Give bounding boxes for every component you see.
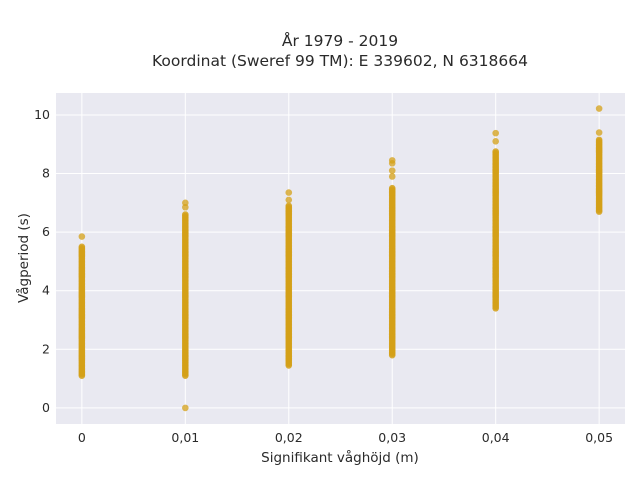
data-point xyxy=(285,202,293,210)
y-tick-label: 6 xyxy=(42,224,50,239)
data-point xyxy=(285,189,293,196)
data-points xyxy=(78,105,603,412)
data-point xyxy=(182,199,189,207)
data-point xyxy=(492,138,499,145)
x-tick-label: 0,04 xyxy=(482,430,510,445)
data-point xyxy=(182,211,189,218)
data-point xyxy=(182,404,189,412)
y-tick-label: 4 xyxy=(42,283,50,298)
x-tick-label: 0 xyxy=(78,430,86,445)
chart-title-line-1: År 1979 - 2019 xyxy=(282,31,398,50)
data-point xyxy=(388,157,396,164)
data-point xyxy=(492,129,499,137)
y-axis-label: Vågperiod (s) xyxy=(15,213,32,303)
y-tick-label: 10 xyxy=(34,107,50,122)
x-tick-label: 0,01 xyxy=(171,430,199,445)
x-tick-label: 0,05 xyxy=(585,430,613,445)
x-tick-label: 0,02 xyxy=(275,430,303,445)
data-point xyxy=(595,129,603,136)
data-point xyxy=(78,243,86,251)
data-point xyxy=(388,173,396,180)
chart-title-line-2: Koordinat (Sweref 99 TM): E 339602, N 63… xyxy=(152,52,528,70)
tick-labels: 0 2 4 6 8 10 0 0,01 0,02 0,03 0,04 0,05 xyxy=(34,107,613,445)
data-point xyxy=(595,136,603,144)
data-point xyxy=(492,148,499,155)
y-tick-label: 0 xyxy=(42,400,50,415)
data-point xyxy=(595,105,603,112)
y-tick-label: 2 xyxy=(42,341,50,356)
data-point xyxy=(388,167,396,174)
y-tick-label: 8 xyxy=(42,166,50,181)
plot-background xyxy=(56,93,625,424)
x-tick-label: 0,03 xyxy=(378,430,406,445)
data-point xyxy=(78,233,86,240)
x-axis-label: Signifikant våghöjd (m) xyxy=(261,449,419,466)
data-point xyxy=(388,184,396,192)
data-point xyxy=(285,196,293,204)
